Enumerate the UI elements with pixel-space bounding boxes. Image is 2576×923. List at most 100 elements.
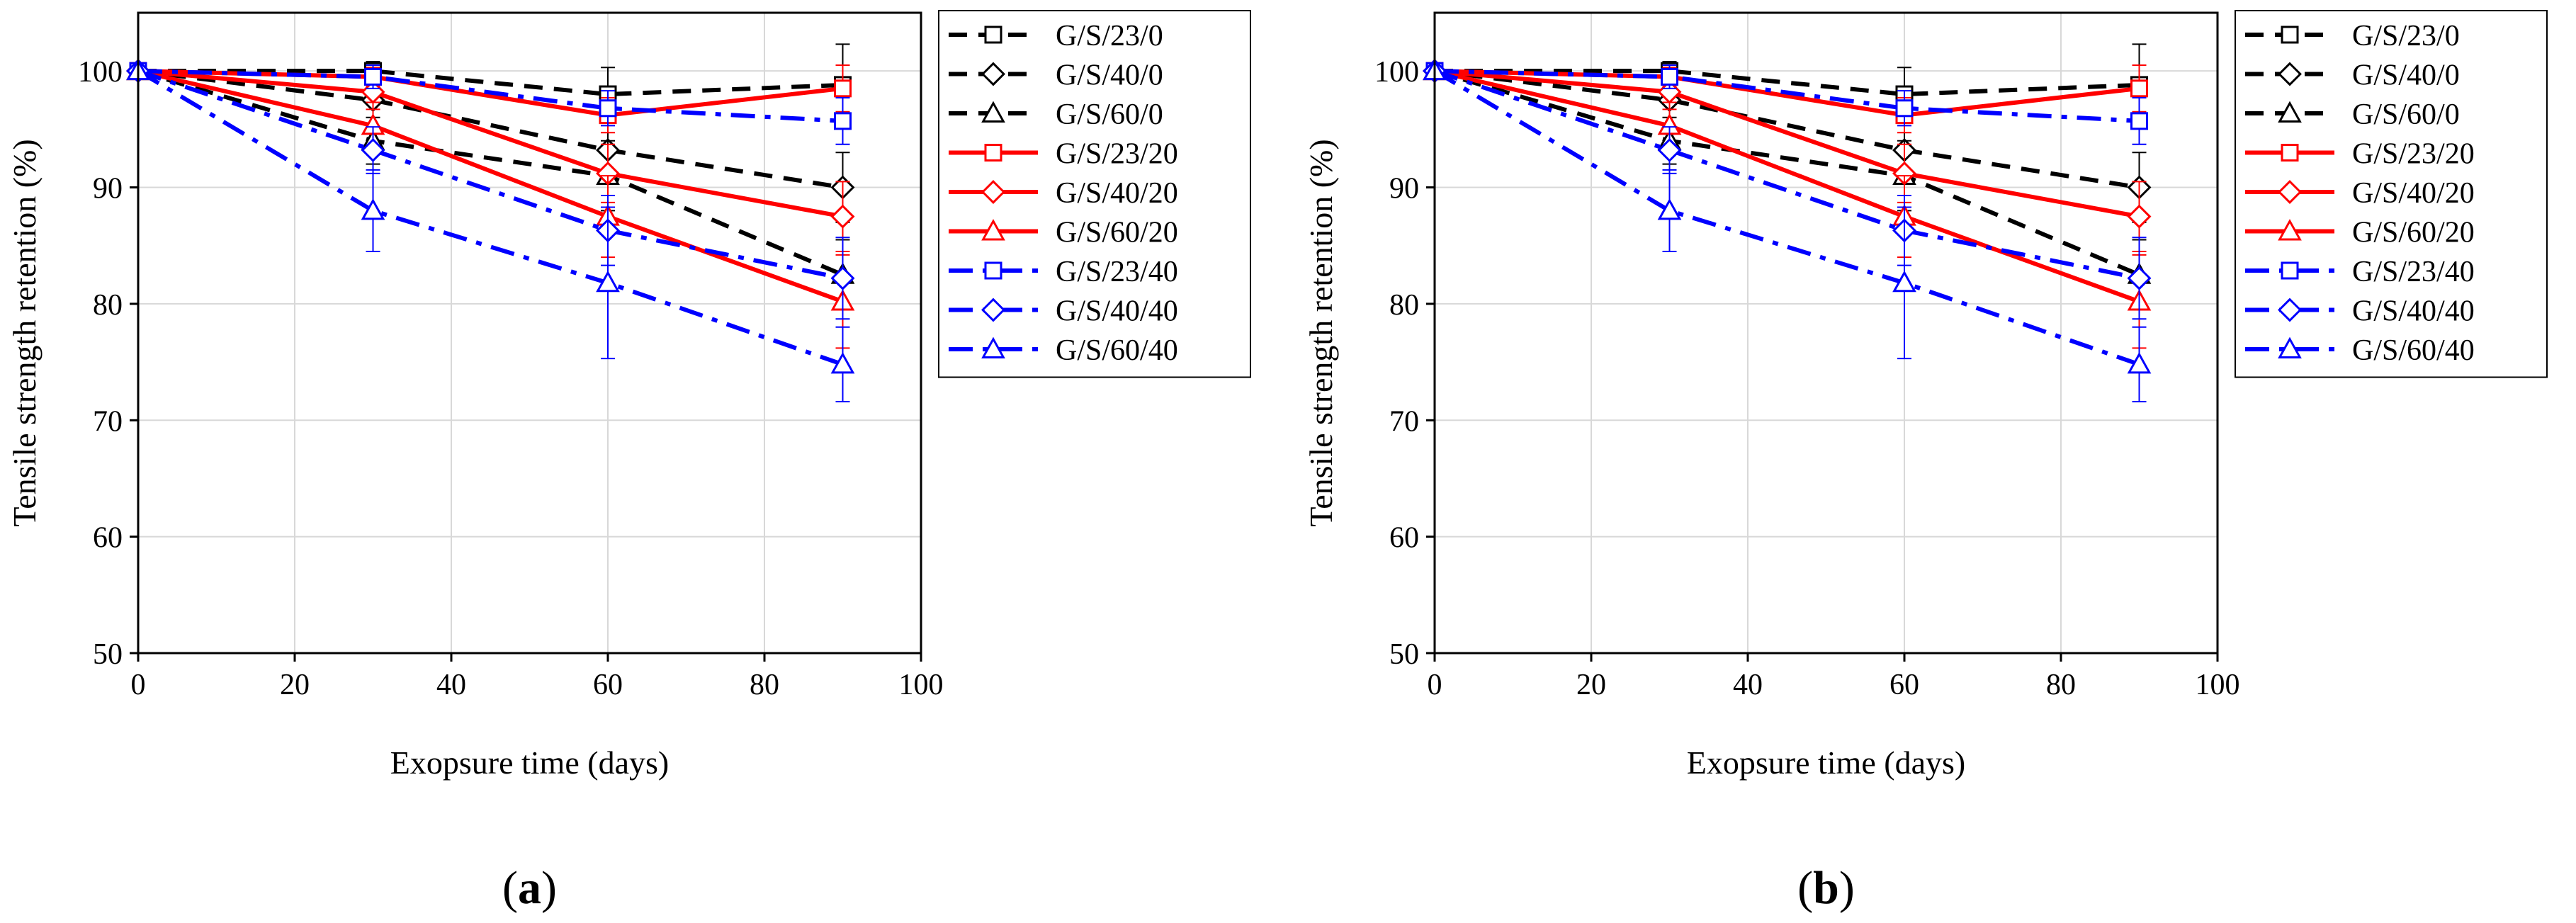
legend-item: G/S/60/0 [2245, 98, 2460, 131]
legend-marker-diamond [981, 180, 1005, 204]
legend-marker-square [2281, 261, 2299, 280]
legend-item: G/S/23/40 [2245, 256, 2475, 288]
panel-label: (a) [502, 862, 557, 914]
legend-item: G/S/60/40 [949, 334, 1178, 367]
legend-marker-diamond [2278, 180, 2302, 204]
y-tick-label: 60 [93, 522, 123, 555]
legend-label: G/S/40/20 [1056, 177, 1178, 210]
legend-marker-square [2281, 26, 2299, 44]
x-tick-label: 80 [750, 669, 779, 701]
legend-item: G/S/23/20 [2245, 138, 2475, 171]
legend-label: G/S/23/40 [1056, 256, 1178, 288]
x-tick-label: 100 [2196, 669, 2240, 701]
data-point-diamond [830, 204, 855, 229]
y-tick-label: 100 [1374, 56, 1419, 89]
legend-item: G/S/23/0 [949, 20, 1163, 52]
series-line [137, 69, 844, 367]
x-tick-label: 0 [131, 669, 146, 701]
series-line [137, 69, 844, 281]
legend-item: G/S/40/0 [949, 60, 1163, 92]
legend-item: G/S/60/20 [949, 217, 1178, 249]
legend-item: G/S/40/20 [949, 177, 1178, 210]
legend-label: G/S/60/0 [1056, 98, 1163, 131]
data-point-triangle [2127, 351, 2152, 374]
x-tick-label: 80 [2046, 669, 2076, 701]
legend: G/S/23/0 G/S/40/0 G/S/60/0 G/S/23/20 G/S/40/… [938, 10, 1251, 378]
legend-label: G/S/60/0 [2352, 98, 2460, 131]
y-axis-title: Tensile strength retention (%) [6, 139, 43, 526]
legend-marker-triangle [2278, 219, 2302, 241]
legend-item: G/S/40/40 [2245, 295, 2475, 328]
x-tick-label: 40 [1733, 669, 1763, 701]
y-tick-label: 90 [93, 173, 123, 205]
y-axis-title: Tensile strength retention (%) [1303, 139, 1339, 526]
panel-b: 0 20 40 60 80 100 50 60 70 80 90 100 Exopsure time (… [1303, 10, 2548, 914]
legend-label: G/S/23/0 [1056, 20, 1163, 52]
legend-item: G/S/60/40 [2245, 334, 2475, 367]
legend-item: G/S/60/20 [2245, 217, 2475, 249]
legend-label: G/S/40/0 [2352, 60, 2460, 92]
y-tick-label: 80 [1389, 289, 1419, 322]
legend-marker-square [984, 26, 1002, 44]
legend-marker-triangle [981, 101, 1005, 123]
legend-item: G/S/23/40 [949, 256, 1178, 288]
legend: G/S/23/0 G/S/40/0 G/S/60/0 G/S/23/20 G/S/40/… [2235, 10, 2548, 378]
legend-marker-diamond [981, 298, 1005, 322]
x-tick-label: 60 [1889, 669, 1919, 701]
series-line [1434, 69, 2140, 219]
series-line [1434, 69, 2140, 281]
y-tick-label: 50 [1389, 638, 1419, 671]
data-point-triangle [1657, 198, 1682, 220]
data-point-diamond [2127, 204, 2152, 229]
series-line [1434, 69, 2140, 190]
legend-item: G/S/23/0 [2245, 20, 2460, 52]
legend-marker-diamond [2278, 62, 2302, 86]
data-point-triangle [361, 198, 385, 220]
x-tick-label: 0 [1428, 669, 1442, 701]
ticks: 0 20 40 60 80 100 50 60 70 80 90 100 [1374, 56, 2240, 701]
legend-label: G/S/23/20 [1056, 138, 1178, 171]
panel-label: (b) [1797, 862, 1855, 914]
x-axis-title: Exopsure time (days) [1687, 744, 1965, 781]
data-point-triangle [830, 351, 855, 374]
y-tick-label: 50 [93, 638, 123, 671]
series-line [1434, 69, 2140, 304]
ticks: 0 20 40 60 80 100 50 60 70 80 90 100 [78, 56, 944, 701]
plot-area [138, 13, 921, 653]
panel-a: 0 20 40 60 80 100 50 60 70 80 90 100 Exopsure time (… [6, 10, 1251, 914]
data-point-square [364, 67, 382, 86]
legend-marker-diamond [2278, 298, 2302, 322]
legend-marker-square [984, 144, 1002, 162]
y-tick-label: 70 [93, 405, 123, 438]
legend-label: G/S/60/20 [2352, 217, 2475, 249]
data-point-diamond [2127, 266, 2152, 290]
legend-item: G/S/40/20 [2245, 177, 2475, 210]
legend-label: G/S/60/40 [2352, 334, 2475, 367]
legend-marker-triangle [2278, 101, 2302, 123]
plot-area [1435, 13, 2218, 653]
legend-marker-diamond [981, 62, 1005, 86]
data-point-diamond [1657, 137, 1682, 162]
y-tick-label: 60 [1389, 522, 1419, 555]
x-tick-label: 100 [899, 669, 944, 701]
series-line [1434, 69, 2140, 123]
series-line [137, 69, 843, 190]
legend-item: G/S/40/0 [2245, 60, 2460, 92]
series-G-S-23-40 [129, 62, 852, 145]
legend-marker-square [984, 261, 1002, 280]
y-tick-label: 100 [78, 56, 123, 89]
legend-item: G/S/23/20 [949, 138, 1178, 171]
series-line [137, 69, 844, 304]
series-G-S-60-40 [1423, 58, 2152, 402]
legend-label: G/S/40/40 [1056, 295, 1178, 328]
data-point-square [2130, 79, 2148, 98]
series-line [137, 69, 844, 219]
data-point-diamond [830, 266, 855, 290]
legend-item: G/S/60/0 [949, 98, 1163, 131]
data-point-triangle [1892, 270, 1916, 293]
series-G-S-60-40 [126, 58, 855, 402]
legend-label: G/S/40/20 [2352, 177, 2475, 210]
data-point-square [599, 99, 617, 118]
y-tick-label: 90 [1389, 173, 1419, 205]
